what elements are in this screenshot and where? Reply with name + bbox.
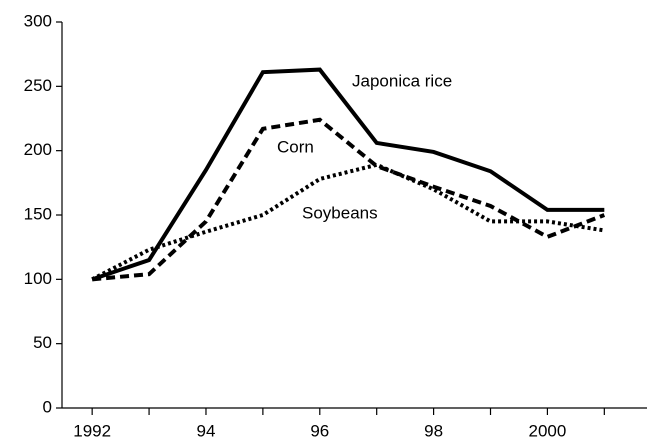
series-line xyxy=(91,162,605,282)
series-label: Japonica rice xyxy=(352,71,452,90)
y-tick-label: 0 xyxy=(43,397,52,416)
y-tick-label: 50 xyxy=(33,333,52,352)
x-tick-label: 98 xyxy=(424,421,443,440)
y-tick-label: 300 xyxy=(24,11,52,30)
series-line xyxy=(91,67,605,282)
x-tick-label: 96 xyxy=(310,421,329,440)
x-tick-label: 94 xyxy=(197,421,216,440)
y-tick-label: 250 xyxy=(24,76,52,95)
series-label: Corn xyxy=(277,137,314,156)
y-tick-label: 100 xyxy=(24,269,52,288)
x-tick-label: 1992 xyxy=(73,421,111,440)
y-tick-label: 150 xyxy=(24,204,52,223)
x-tick-label: 2000 xyxy=(528,421,566,440)
y-tick-label: 200 xyxy=(24,140,52,159)
series-line xyxy=(91,117,606,282)
series-label: Soybeans xyxy=(302,203,378,222)
